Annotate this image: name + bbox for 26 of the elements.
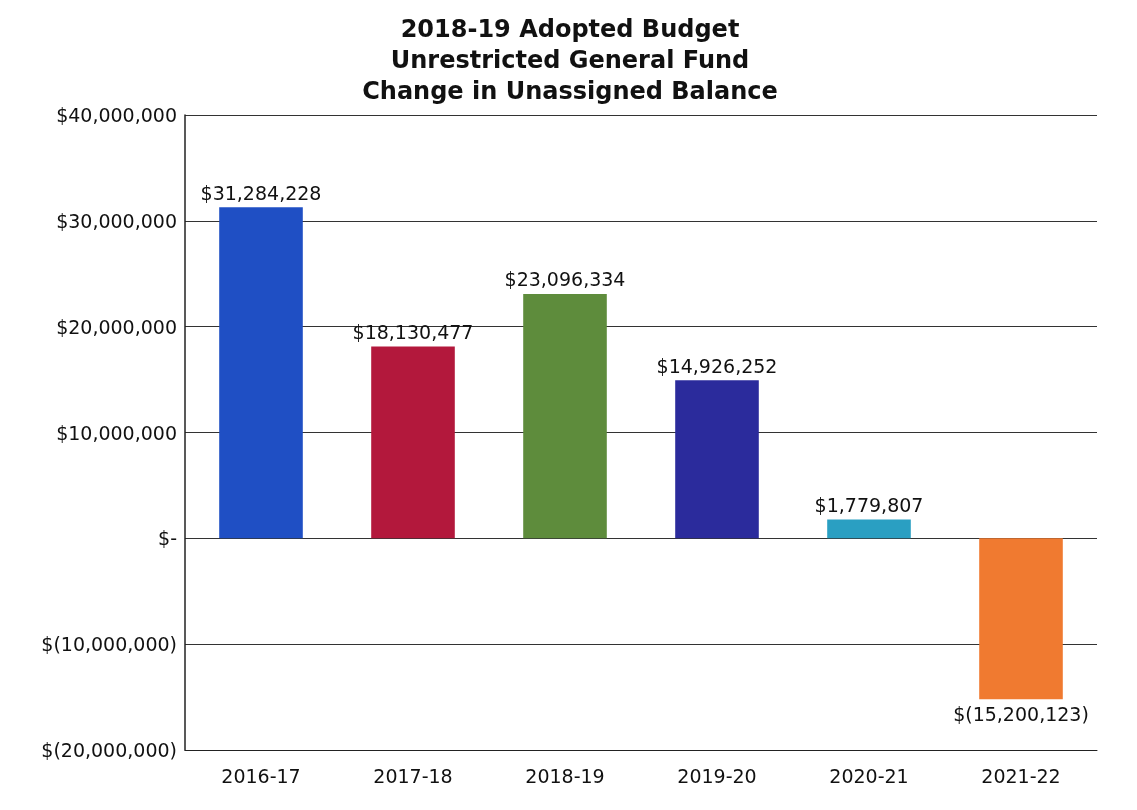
bar: [219, 207, 303, 539]
x-tick-label: 2018-19: [525, 764, 605, 787]
x-tick-label: 2021-22: [981, 764, 1061, 787]
data-label: $14,926,252: [656, 354, 778, 377]
y-tick-label: $20,000,000: [56, 315, 177, 338]
data-label: $23,096,334: [504, 268, 626, 291]
y-tick-label: $30,000,000: [56, 209, 177, 232]
x-tick-label: 2016-17: [221, 764, 301, 787]
y-tick-label: $-: [158, 527, 177, 550]
bar: [371, 346, 455, 539]
data-label: $(15,200,123): [953, 702, 1089, 725]
chart-title: 2018-19 Adopted Budget Unrestricted General Fund Change in Unassigned Balance: [362, 14, 778, 105]
data-label: $1,779,807: [814, 494, 924, 516]
x-tick-label: 2020-21: [829, 764, 909, 787]
x-tick-label: 2019-20: [677, 764, 757, 787]
y-tick-label: $(10,000,000): [41, 633, 177, 656]
bar: [827, 519, 911, 539]
y-tick-label: $40,000,000: [56, 104, 177, 126]
y-tick-label: $10,000,000: [56, 421, 177, 444]
bar: [979, 538, 1063, 700]
y-tick-label: $(20,000,000): [41, 739, 177, 761]
data-label: $31,284,228: [200, 181, 322, 204]
data-label: $18,130,477: [352, 320, 474, 343]
x-tick-label: 2017-18: [373, 764, 453, 787]
bar: [675, 380, 759, 539]
bar: [523, 293, 607, 539]
